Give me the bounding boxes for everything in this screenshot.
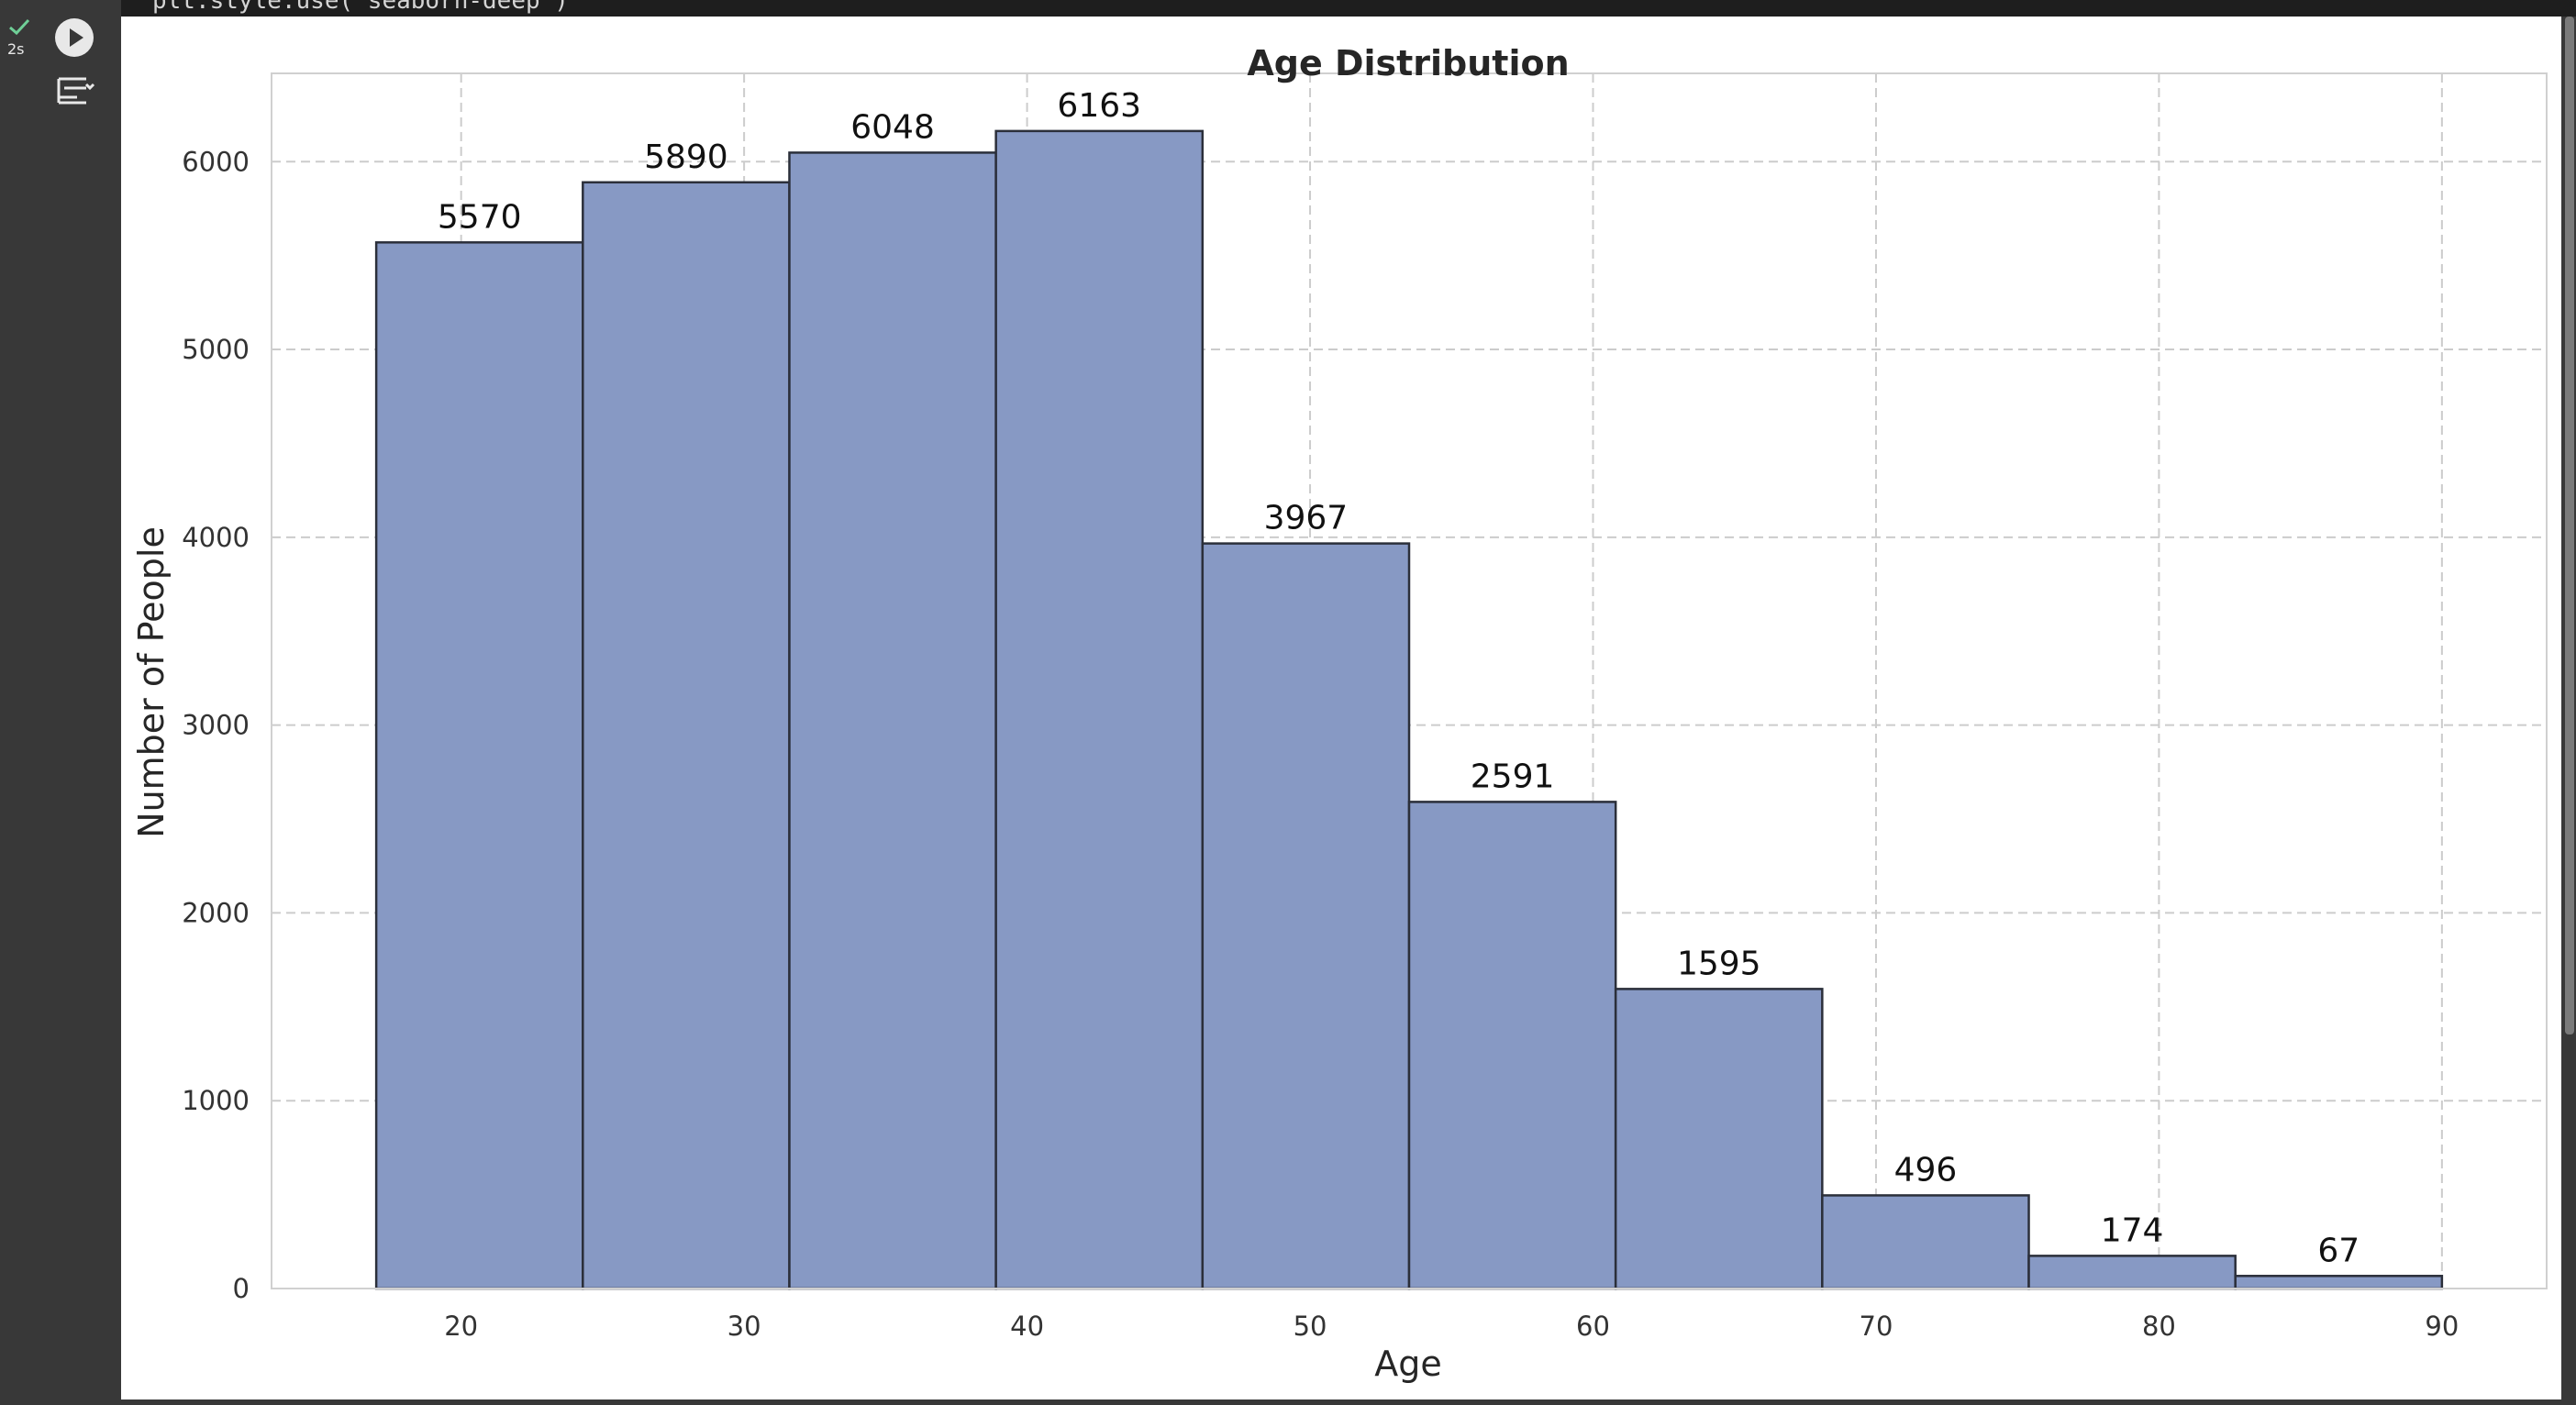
x-tick-label: 40 (1010, 1311, 1044, 1342)
run-cell-button[interactable] (55, 18, 94, 57)
x-tick-label: 70 (1860, 1311, 1893, 1342)
check-icon (9, 18, 30, 36)
histogram-bar (1821, 1194, 2030, 1290)
output-scrollbar[interactable] (2565, 17, 2574, 1034)
output-options-icon[interactable] (55, 72, 97, 110)
histogram-bar (1407, 801, 1617, 1290)
histogram-bar (374, 241, 584, 1290)
x-axis-label: Age (1374, 1344, 1442, 1384)
histogram-bar (1614, 988, 1824, 1290)
bar-value-label: 67 (2317, 1232, 2359, 1269)
y-tick-label: 5000 (182, 334, 250, 365)
histogram-bar (2027, 1255, 2237, 1290)
execution-time: 2s (7, 40, 25, 58)
histogram-bar (788, 151, 997, 1290)
y-tick-label: 0 (233, 1273, 250, 1304)
cell-gutter: 2s (0, 0, 121, 1405)
y-tick-label: 3000 (182, 710, 250, 741)
histogram-bar (582, 181, 791, 1290)
cell-output: 5570 5890 6048 6163 3967 2591 1595 496 174 67 20 3… (121, 17, 2561, 1399)
x-tick-label: 50 (1294, 1311, 1327, 1342)
plot-frame (271, 72, 2548, 1289)
x-tick-label: 20 (444, 1311, 478, 1342)
histogram-bar (2234, 1275, 2444, 1290)
bar-value-label: 6048 (850, 108, 935, 146)
bar-value-label: 496 (1894, 1151, 1958, 1189)
x-tick-label: 80 (2142, 1311, 2176, 1342)
chart-title: Age Distribution (1247, 43, 1569, 83)
x-tick-label: 60 (1576, 1311, 1610, 1342)
bar-value-label: 5570 (438, 198, 522, 236)
bar-value-label: 5890 (644, 138, 728, 176)
bar-value-label: 3967 (1264, 500, 1349, 537)
y-tick-label: 1000 (182, 1085, 250, 1116)
histogram-bars (374, 129, 2444, 1290)
y-axis-label: Number of People (131, 526, 172, 838)
bar-value-labels: 5570 5890 6048 6163 3967 2591 1595 496 174 67 (438, 87, 2359, 1269)
x-tick-label: 90 (2425, 1311, 2459, 1342)
x-tick-label: 30 (727, 1311, 761, 1342)
play-icon (70, 28, 83, 47)
bar-value-label: 1595 (1677, 945, 1761, 982)
age-histogram-chart: 5570 5890 6048 6163 3967 2591 1595 496 174 67 20 3… (131, 43, 2548, 1384)
y-tick-label: 2000 (182, 897, 250, 928)
histogram-bar (1201, 542, 1411, 1290)
bar-value-label: 6163 (1057, 87, 1141, 125)
bar-value-label: 2591 (1471, 758, 1555, 795)
bar-value-label: 174 (2101, 1211, 2164, 1249)
code-line[interactable]: plt.style.use('seaborn-deep') (121, 0, 2576, 17)
code-text: plt.style.use('seaborn-deep') (152, 0, 569, 15)
histogram-bar (994, 129, 1205, 1290)
y-tick-label: 4000 (182, 522, 250, 553)
y-tick-label: 6000 (182, 146, 250, 177)
axis-ticks: 20 30 40 50 60 70 80 90 0 1000 2000 3000 4000 5000 600… (182, 146, 2459, 1342)
